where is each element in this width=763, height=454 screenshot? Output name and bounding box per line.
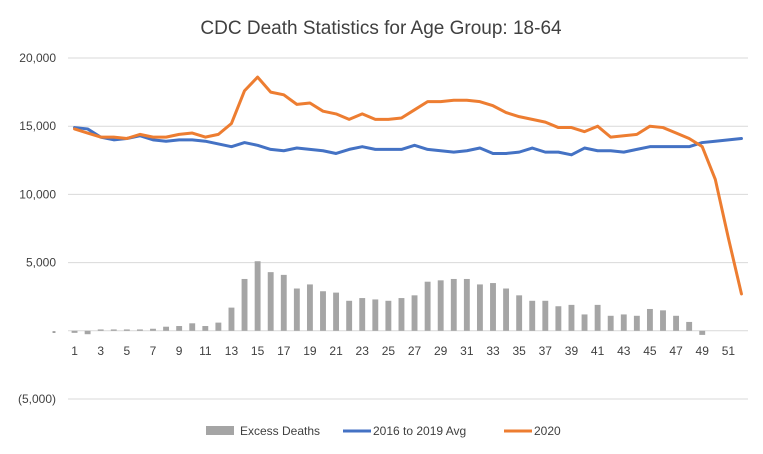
- x-tick-label: 3: [97, 344, 104, 358]
- x-axis-tick-labels: 1 3 5 7 9 11 13 15 17 19 21 23 25 27 29 31 33 35 37 39 41 43 4…: [71, 344, 735, 358]
- excess-deaths-bar: [372, 299, 379, 331]
- legend-swatch-excess-deaths: [206, 426, 234, 435]
- x-tick-label: 19: [303, 344, 317, 358]
- series-line-2016-to-2019-avg: [73, 126, 743, 157]
- excess-deaths-bar: [320, 291, 326, 331]
- x-tick-label: 1: [71, 344, 78, 358]
- y-tick-label: 15,000: [19, 119, 56, 133]
- excess-deaths-bar: [163, 326, 170, 331]
- chart-title: CDC Death Statistics for Age Group: 18-6…: [200, 18, 562, 39]
- x-tick-label: 17: [277, 344, 291, 358]
- x-tick-label: 27: [408, 344, 422, 358]
- x-tick-label: 51: [722, 344, 736, 358]
- excess-deaths-bars: [71, 261, 706, 335]
- x-tick-label: 33: [486, 344, 500, 358]
- excess-deaths-bar: [359, 298, 366, 331]
- legend-label: 2020: [534, 424, 561, 438]
- x-tick-label: 11: [199, 344, 212, 358]
- x-tick-label: 31: [460, 344, 474, 358]
- excess-deaths-bar: [202, 326, 209, 331]
- excess-deaths-bar: [228, 307, 235, 331]
- x-tick-label: 43: [617, 344, 631, 358]
- excess-deaths-bar: [568, 304, 575, 331]
- excess-deaths-bar: [280, 274, 287, 331]
- excess-deaths-bar: [136, 329, 143, 331]
- excess-deaths-bar: [306, 284, 313, 331]
- excess-deaths-bar: [646, 308, 653, 331]
- series-line-2020: [73, 75, 743, 296]
- x-tick-label: 21: [329, 344, 343, 358]
- y-tick-label: 10,000: [19, 187, 56, 201]
- excess-deaths-bar: [215, 322, 222, 331]
- excess-deaths-bar: [542, 300, 549, 331]
- excess-deaths-bar: [385, 300, 392, 331]
- x-tick-label: 35: [512, 344, 526, 358]
- excess-deaths-bar: [189, 323, 196, 331]
- excess-deaths-bar: [346, 300, 353, 331]
- excess-deaths-bar: [97, 329, 104, 331]
- x-tick-label: 29: [434, 344, 448, 358]
- x-tick-label: 9: [176, 344, 183, 358]
- excess-deaths-bar: [555, 306, 562, 331]
- x-tick-label: 23: [356, 344, 370, 358]
- legend-label: Excess Deaths: [240, 424, 320, 438]
- y-tick-label: 5,000: [26, 256, 56, 270]
- excess-deaths-bar: [450, 278, 457, 331]
- excess-deaths-bar: [463, 278, 470, 331]
- excess-deaths-bar: [516, 295, 523, 331]
- x-tick-label: 47: [669, 344, 683, 358]
- x-tick-label: 45: [643, 344, 657, 358]
- excess-deaths-bar: [123, 329, 130, 331]
- excess-deaths-bar: [594, 304, 601, 331]
- excess-deaths-bar: [333, 292, 340, 331]
- excess-deaths-bar: [424, 281, 431, 331]
- excess-deaths-bar: [241, 278, 248, 331]
- excess-deaths-bar: [633, 315, 640, 331]
- excess-deaths-bar: [476, 284, 483, 331]
- excess-deaths-bar: [176, 326, 183, 331]
- excess-deaths-bar: [150, 328, 156, 331]
- excess-deaths-bar: [607, 315, 614, 331]
- excess-deaths-bar: [71, 330, 78, 333]
- excess-deaths-bar: [581, 314, 588, 331]
- legend: Excess Deaths 2016 to 2019 Avg 2020: [206, 424, 561, 438]
- x-tick-label: 41: [591, 344, 605, 358]
- y-tick-label: -: [52, 324, 56, 338]
- x-tick-label: 13: [225, 344, 239, 358]
- legend-label: 2016 to 2019 Avg: [373, 424, 466, 438]
- excess-deaths-bar: [490, 283, 496, 331]
- excess-deaths-bar: [267, 272, 274, 331]
- y-axis-tick-labels: (5,000) - 5,000 10,000 15,000 20,000: [18, 51, 56, 406]
- x-tick-label: 49: [696, 344, 710, 358]
- excess-deaths-bar: [110, 329, 117, 331]
- x-tick-label: 5: [124, 344, 131, 358]
- excess-deaths-bar: [699, 330, 706, 335]
- excess-deaths-bar: [620, 314, 627, 331]
- excess-deaths-bar: [673, 315, 680, 331]
- excess-deaths-bar: [84, 330, 91, 335]
- y-tick-label: 20,000: [19, 51, 56, 65]
- x-tick-label: 39: [565, 344, 579, 358]
- excess-deaths-bar: [254, 261, 261, 331]
- x-tick-label: 25: [382, 344, 396, 358]
- x-tick-label: 37: [539, 344, 553, 358]
- excess-deaths-bar: [660, 310, 666, 331]
- excess-deaths-bar: [686, 321, 693, 331]
- x-tick-label: 7: [150, 344, 157, 358]
- excess-deaths-bar: [529, 300, 536, 331]
- excess-deaths-bar: [293, 288, 300, 331]
- excess-deaths-bar: [503, 288, 510, 331]
- series-lines: [73, 75, 743, 296]
- excess-deaths-bar: [411, 295, 418, 331]
- excess-deaths-bar: [437, 280, 444, 331]
- x-tick-label: 15: [251, 344, 265, 358]
- y-tick-label: (5,000): [18, 392, 56, 406]
- excess-deaths-bar: [398, 298, 405, 331]
